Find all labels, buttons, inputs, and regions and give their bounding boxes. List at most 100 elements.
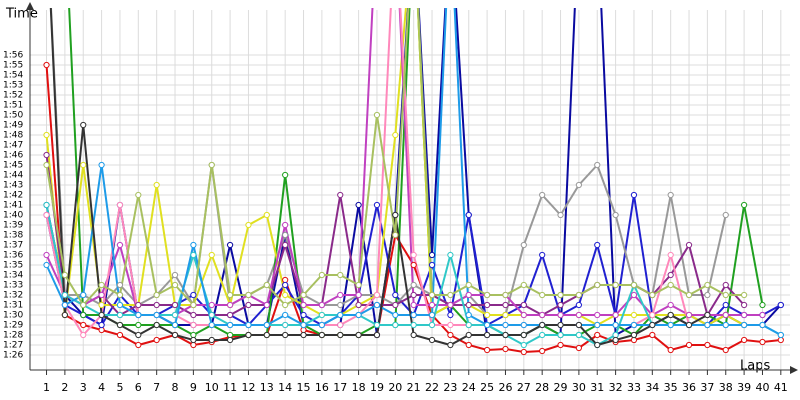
data-point	[171, 311, 179, 319]
data-point	[226, 321, 234, 329]
data-point	[428, 336, 436, 344]
data-point	[557, 211, 564, 219]
data-point	[704, 281, 711, 289]
data-point	[722, 321, 729, 329]
y-tick-label: 1:47	[3, 141, 23, 151]
y-tick-label: 1:50	[3, 111, 23, 121]
x-tick-label: 1	[43, 381, 50, 394]
data-point	[80, 161, 87, 169]
data-point	[722, 291, 729, 299]
data-point	[612, 331, 619, 339]
data-point	[263, 301, 270, 309]
data-point	[373, 201, 381, 209]
y-tick-label: 1:39	[3, 221, 23, 231]
y-tick-label: 1:26	[3, 351, 23, 361]
data-point	[667, 346, 674, 354]
data-point	[282, 281, 289, 289]
data-point	[208, 336, 215, 344]
data-point	[428, 291, 436, 299]
data-point	[428, 321, 436, 329]
data-point	[741, 321, 748, 329]
data-point	[337, 321, 344, 329]
data-point	[392, 301, 399, 309]
data-point	[245, 221, 252, 229]
x-tick-label: 28	[535, 381, 549, 394]
data-point	[98, 161, 105, 169]
data-point	[465, 321, 472, 329]
data-point	[392, 321, 399, 329]
data-point	[484, 331, 491, 339]
data-point	[43, 161, 50, 169]
data-point	[502, 291, 509, 299]
data-point	[630, 281, 638, 289]
x-tick-label: 14	[278, 381, 292, 394]
x-tick-label: 29	[554, 381, 568, 394]
data-point	[226, 336, 234, 344]
data-point	[410, 281, 417, 289]
data-point	[741, 301, 748, 309]
data-point	[704, 291, 711, 299]
data-point	[557, 301, 564, 309]
data-point	[612, 311, 619, 319]
data-point	[539, 331, 546, 339]
y-tick-label: 1:27	[3, 341, 23, 351]
y-tick-label: 1:52	[3, 91, 23, 101]
data-point	[484, 346, 491, 354]
y-tick-label: 1:44	[3, 171, 23, 181]
data-point	[337, 301, 344, 309]
x-tick-label: 40	[755, 381, 769, 394]
lines	[43, 8, 784, 356]
y-tick-label: 1:36	[3, 251, 23, 261]
data-point	[318, 331, 325, 339]
data-point	[282, 231, 289, 239]
data-point	[135, 301, 142, 309]
y-tick-label: 1:51	[3, 101, 23, 111]
data-point	[116, 321, 124, 329]
data-point	[722, 211, 729, 219]
data-point	[667, 281, 674, 289]
data-point	[263, 281, 270, 289]
data-point	[373, 321, 381, 329]
data-point	[208, 301, 215, 309]
data-point	[245, 331, 252, 339]
data-point	[520, 281, 527, 289]
data-point	[355, 331, 362, 339]
series-line	[50, 8, 727, 316]
data-point	[447, 311, 454, 319]
data-point	[465, 341, 472, 349]
data-point	[300, 291, 307, 299]
data-point	[300, 321, 307, 329]
data-point	[557, 331, 564, 339]
data-point	[575, 311, 582, 319]
data-point	[135, 331, 142, 339]
data-point	[318, 271, 325, 279]
data-point	[667, 311, 674, 319]
data-point	[777, 301, 784, 309]
x-tick-label: 32	[609, 381, 623, 394]
data-point	[190, 251, 197, 259]
data-point	[520, 321, 527, 329]
data-point	[337, 191, 344, 199]
data-point	[135, 341, 142, 349]
data-point	[43, 261, 50, 269]
data-point	[539, 321, 546, 329]
data-point	[61, 301, 68, 309]
data-point	[520, 348, 527, 356]
data-point	[465, 331, 472, 339]
y-tick-label: 1:34	[3, 271, 23, 281]
data-point	[502, 345, 509, 353]
data-point	[447, 321, 454, 329]
x-tick-label: 7	[153, 381, 160, 394]
x-tick-label: 26	[498, 381, 512, 394]
data-point	[226, 301, 234, 309]
data-point	[153, 291, 160, 299]
data-point	[704, 321, 711, 329]
data-point	[80, 301, 87, 309]
data-point	[116, 291, 124, 299]
data-point	[741, 311, 748, 319]
data-point	[594, 161, 601, 169]
data-point	[80, 121, 87, 129]
data-point	[190, 241, 197, 249]
data-point	[282, 276, 289, 284]
x-tick-label: 33	[627, 381, 641, 394]
